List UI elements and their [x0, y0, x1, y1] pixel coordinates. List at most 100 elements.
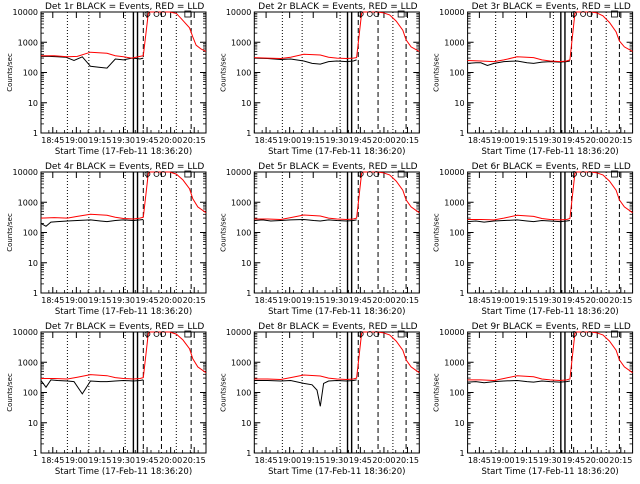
x-tick-label: 19:45: [136, 296, 159, 305]
peak-marker-circle: [580, 11, 586, 17]
y-axis-label: Counts/sec: [433, 373, 441, 412]
x-axis-label: Start Time (17-Feb-11 18:36:20): [268, 147, 405, 157]
y-tick-label: 10: [454, 99, 464, 108]
panel-2: Det 2r BLACK = Events, RED = LLD 1 10 100 10…: [219, 2, 420, 157]
peak-marker-circle: [144, 11, 151, 17]
y-tick-label: 1000: [444, 358, 464, 367]
y-tick-label: 10: [454, 259, 464, 268]
y-tick-label: 1: [460, 449, 465, 458]
y-tick-label: 100: [236, 229, 251, 238]
plot-frame: [40, 331, 207, 454]
panel-title: Det 9r BLACK = Events, RED = LLD: [472, 322, 631, 332]
events-series-line: [40, 379, 144, 395]
plot-frame: [467, 331, 634, 454]
peak-marker-square: [184, 10, 192, 18]
y-tick-label: 100: [23, 69, 38, 78]
lld-series-line: [40, 171, 207, 220]
x-tick-label: 20:00: [586, 296, 609, 305]
peak-marker-circle: [366, 331, 373, 337]
x-tick-label: 19:30: [539, 296, 562, 305]
panel-5: Det 5r BLACK = Events, RED = LLD 1 10 100 10…: [219, 162, 420, 317]
x-tick-label: 20:15: [183, 136, 206, 145]
x-tick-label: 18:45: [255, 456, 278, 465]
y-tick-label: 1: [246, 449, 251, 458]
x-tick-label: 19:15: [302, 136, 325, 145]
x-tick-label: 20:15: [183, 456, 206, 465]
lld-series-line: [41, 331, 207, 380]
y-tick-label: 10000: [226, 168, 251, 177]
peak-marker-circle: [571, 331, 577, 337]
x-tick-label: 19:15: [302, 296, 325, 305]
y-tick-label: 1000: [18, 358, 38, 367]
panel-title: Det 3r BLACK = Events, RED = LLD: [472, 2, 631, 12]
y-tick-label: 100: [23, 229, 38, 238]
x-tick-label: 19:30: [539, 456, 562, 465]
lld-series-line: [254, 11, 420, 60]
peak-marker-circle: [586, 11, 593, 17]
x-tick-label: 19:30: [539, 136, 562, 145]
peak-marker-circle: [586, 331, 593, 337]
panel-1: Det 1r BLACK = Events, RED = LLD 1 10 100 10…: [6, 2, 207, 157]
y-tick-label: 100: [449, 229, 464, 238]
y-tick-label: 1000: [18, 198, 38, 207]
y-tick-label: 10000: [226, 8, 251, 17]
x-tick-label: 19:15: [515, 456, 538, 465]
x-tick-label: 19:15: [515, 296, 538, 305]
x-tick-label: 19:30: [112, 296, 135, 305]
x-tick-label: 20:15: [396, 136, 419, 145]
x-tick-label: 19:00: [278, 136, 301, 145]
peak-marker-circle: [357, 171, 364, 177]
panel-title: Det 6r BLACK = Events, RED = LLD: [472, 162, 631, 172]
peak-marker-square: [611, 330, 618, 338]
peak-marker-circle: [586, 171, 593, 177]
x-tick-label: 20:15: [396, 456, 419, 465]
x-tick-label: 18:45: [468, 136, 491, 145]
x-axis-label: Start Time (17-Feb-11 18:36:20): [481, 307, 618, 317]
y-axis-label: Counts/sec: [433, 213, 441, 252]
y-axis-label: Counts/sec: [219, 373, 227, 412]
peak-marker-square: [397, 10, 405, 18]
events-series-line: [41, 55, 144, 69]
peak-marker-circle: [571, 11, 577, 17]
events-series-line: [467, 60, 570, 67]
peak-marker-circle: [144, 171, 151, 177]
y-tick-label: 1: [33, 129, 38, 138]
peak-marker-square: [611, 170, 618, 178]
x-tick-label: 20:15: [609, 456, 632, 465]
y-tick-label: 1000: [444, 198, 464, 207]
events-series-line: [254, 379, 357, 407]
panel-6: Det 6r BLACK = Events, RED = LLD 1 10 100 10…: [433, 162, 634, 317]
y-axis-label: Counts/sec: [6, 213, 14, 252]
y-tick-label: 100: [236, 389, 251, 398]
x-tick-label: 19:45: [562, 456, 585, 465]
plot-frame: [40, 171, 207, 294]
lld-series-line: [467, 11, 633, 63]
peak-marker-square: [397, 170, 405, 178]
panel-3: Det 3r BLACK = Events, RED = LLD 1 10 100 10…: [433, 2, 634, 157]
peak-marker-square: [184, 170, 192, 178]
plot-frame: [253, 331, 420, 454]
y-tick-label: 10: [241, 419, 251, 428]
peak-marker-circle: [160, 11, 167, 17]
y-tick-label: 10: [241, 99, 251, 108]
events-series-line: [40, 219, 144, 227]
peak-marker-square: [397, 330, 405, 338]
lld-series-line: [254, 331, 420, 381]
x-tick-label: 18:45: [468, 296, 491, 305]
peak-marker-circle: [366, 171, 373, 177]
x-tick-label: 19:45: [349, 456, 372, 465]
y-tick-label: 10000: [226, 328, 251, 337]
x-tick-label: 20:00: [372, 136, 395, 145]
x-tick-label: 19:00: [65, 136, 88, 145]
y-tick-label: 1000: [231, 358, 251, 367]
x-axis-label: Start Time (17-Feb-11 18:36:20): [268, 467, 405, 477]
y-tick-label: 100: [449, 69, 464, 78]
panel-title: Det 4r BLACK = Events, RED = LLD: [45, 162, 204, 172]
peak-marker-square: [184, 330, 192, 338]
y-tick-label: 1: [460, 289, 465, 298]
y-tick-label: 10000: [439, 8, 464, 17]
x-tick-label: 19:45: [349, 136, 372, 145]
x-tick-label: 19:30: [325, 456, 348, 465]
